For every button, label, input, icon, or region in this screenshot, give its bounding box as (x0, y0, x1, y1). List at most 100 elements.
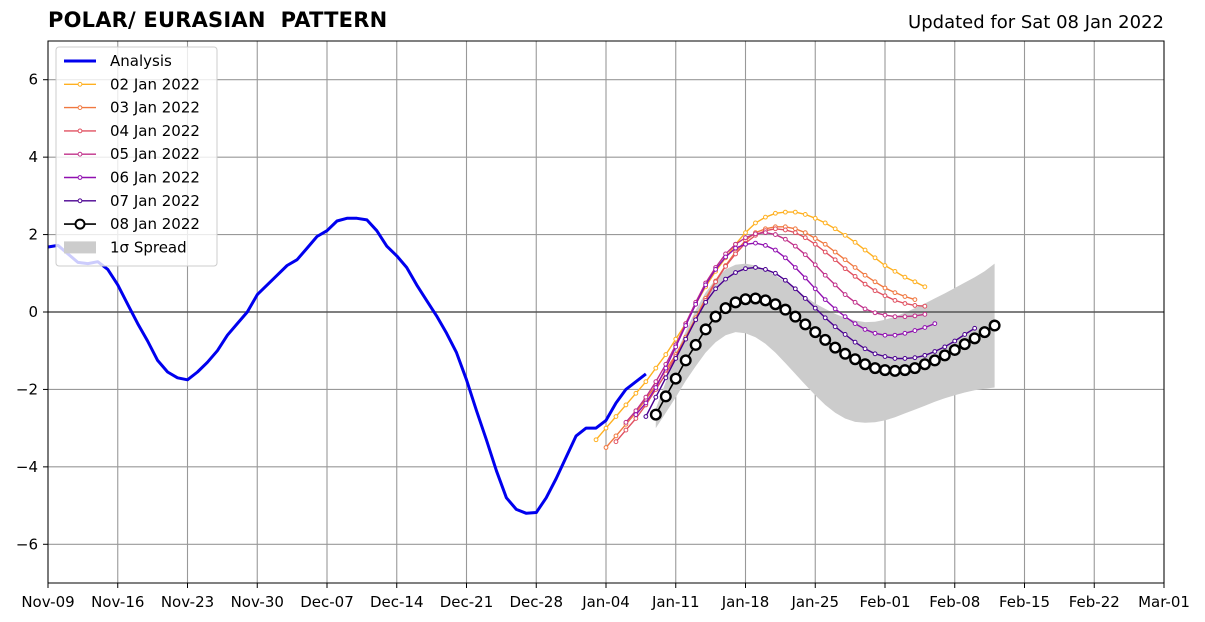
x-tick-label: Feb-08 (929, 593, 980, 611)
series-point (872, 310, 878, 316)
series-point (822, 220, 828, 226)
series-point (849, 353, 862, 366)
series-point (922, 325, 928, 330)
series-point (912, 279, 918, 285)
series-point (663, 375, 669, 381)
legend-marker (77, 105, 83, 110)
series-point (879, 364, 892, 377)
series-point (763, 214, 768, 220)
series-point (852, 239, 858, 245)
series-point (912, 328, 918, 333)
series-point (753, 240, 758, 246)
series-point (733, 245, 738, 251)
chart-title: POLAR/ EURASIAN PATTERN (48, 8, 388, 32)
series-point (623, 419, 629, 425)
series-point (779, 303, 792, 316)
legend-marker (74, 218, 86, 230)
x-tick-label: Jan-25 (790, 593, 839, 611)
series-point (683, 336, 689, 342)
series-point (802, 230, 808, 236)
series-point (633, 412, 639, 417)
series-point (862, 346, 868, 352)
series-point (743, 230, 748, 236)
y-tick-label: 6 (28, 71, 38, 89)
series-point (812, 236, 818, 241)
series-point (842, 232, 848, 238)
series-point (892, 332, 898, 338)
x-tick-label: Dec-14 (370, 593, 424, 611)
series-point (832, 324, 838, 330)
series-point (613, 439, 619, 445)
series-point (822, 249, 828, 255)
series-point (713, 267, 719, 272)
series-point (713, 286, 719, 292)
series-point (842, 314, 848, 320)
series-point (772, 232, 778, 237)
series-point (789, 310, 802, 323)
series-point (932, 349, 938, 354)
series-point (743, 241, 748, 247)
series-point (749, 292, 762, 305)
series-point (613, 433, 619, 439)
series-point (872, 255, 878, 261)
series-point (862, 272, 868, 278)
series-point (733, 241, 738, 247)
series-point (842, 332, 848, 337)
series-point (739, 293, 752, 306)
series-point (862, 306, 868, 312)
series-point (892, 297, 898, 303)
series-point (872, 288, 878, 294)
series-point (603, 425, 609, 431)
series-point (842, 292, 848, 297)
series-point (593, 437, 599, 443)
series-point (912, 303, 918, 308)
series-point (882, 332, 888, 338)
series-point (882, 263, 888, 268)
legend-label: 08 Jan 2022 (110, 215, 200, 233)
series-point (812, 215, 818, 221)
series-point (663, 365, 669, 371)
series-point (782, 209, 788, 215)
series-point (679, 354, 692, 367)
series-point (772, 247, 778, 253)
legend-label: 03 Jan 2022 (110, 99, 200, 117)
x-tick-label: Feb-22 (1069, 593, 1120, 611)
series-point (832, 306, 838, 312)
legend-label: 05 Jan 2022 (110, 145, 200, 163)
series-point (872, 330, 878, 336)
x-tick-label: Mar-01 (1138, 593, 1190, 611)
legend-label: 1σ Spread (110, 238, 187, 256)
y-tick-label: −2 (16, 380, 38, 398)
y-tick-label: −6 (16, 535, 38, 553)
series-point (802, 275, 808, 281)
y-axis: −6 −4 −2 0 2 4 6 (16, 71, 48, 553)
series-point (802, 235, 808, 241)
series-point (918, 358, 931, 371)
x-tick-label: Feb-01 (859, 593, 910, 611)
series-point (693, 317, 699, 323)
series-point (653, 379, 659, 385)
series-point (819, 333, 832, 346)
series-point (673, 356, 679, 361)
series-point (832, 249, 838, 255)
legend-marker (77, 81, 83, 87)
series-point (928, 354, 941, 367)
x-tick-label: Nov-30 (231, 593, 284, 611)
series-point (912, 297, 918, 303)
legend-label: 06 Jan 2022 (110, 169, 200, 187)
legend-label: Analysis (110, 52, 172, 70)
series-point (829, 341, 842, 354)
series-point (643, 400, 649, 406)
series-point (809, 326, 822, 339)
series-point (842, 266, 848, 272)
series-point (772, 270, 778, 276)
series-point (968, 332, 981, 345)
series-point (743, 235, 748, 241)
series-point (792, 226, 798, 232)
legend-box (55, 46, 218, 267)
series-point (859, 358, 872, 371)
series-point (942, 344, 948, 350)
series-layer (47, 209, 1001, 515)
x-tick-label: Feb-15 (999, 593, 1050, 611)
series-point (902, 294, 908, 299)
